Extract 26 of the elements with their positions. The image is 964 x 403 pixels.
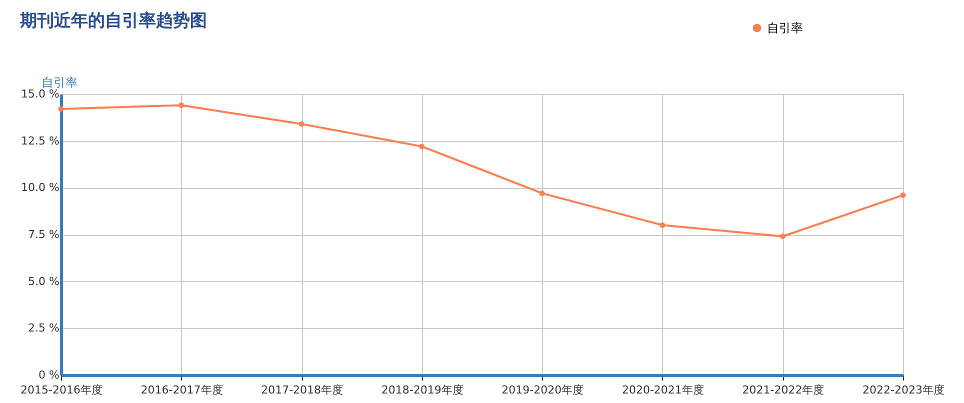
x-tick-label: 2020-2021年度 bbox=[622, 384, 704, 396]
x-tick-label: 2019-2020年度 bbox=[502, 384, 584, 396]
point bbox=[900, 192, 906, 198]
x-tick-label: 2021-2022年度 bbox=[742, 384, 824, 396]
x-tick-label: 2022-2023年度 bbox=[862, 384, 944, 396]
y-tick-label: 7.5 % bbox=[28, 228, 60, 241]
y-tick-label: 2.5 % bbox=[28, 322, 60, 335]
point bbox=[178, 102, 184, 108]
y-tick-label: 15.0 % bbox=[21, 88, 60, 100]
point bbox=[298, 121, 304, 127]
x-tick-label: 2016-2017年度 bbox=[140, 384, 223, 396]
y-tick-label: 0 % bbox=[38, 368, 60, 382]
point bbox=[419, 144, 425, 150]
x-tick-label: 2018-2019年度 bbox=[381, 384, 464, 396]
chart-title: 期刊近年的自引率趋势图 bbox=[19, 11, 208, 31]
y-tick-label: 12.5 % bbox=[21, 134, 60, 148]
x-tick-label: 2015-2016年度 bbox=[20, 384, 102, 396]
legend-label: 自引率 bbox=[767, 21, 803, 35]
point bbox=[58, 106, 64, 112]
y-tick-label: 10.0 % bbox=[21, 181, 60, 194]
point bbox=[539, 190, 545, 196]
point bbox=[660, 222, 666, 228]
y-axis-title: 自引率 bbox=[42, 76, 78, 90]
y-tick-label: 5.0 % bbox=[28, 274, 60, 288]
x-tick-label: 2017-2018年度 bbox=[261, 384, 344, 396]
point bbox=[780, 234, 786, 240]
